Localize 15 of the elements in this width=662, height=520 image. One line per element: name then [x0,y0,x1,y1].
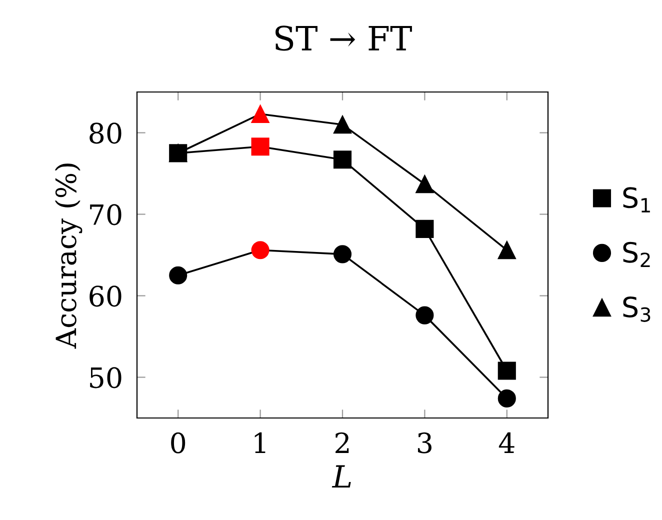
x-axis-title: L [332,465,351,488]
x-tick-label: 0 [171,432,186,454]
y-tick-label: 60 [90,286,122,307]
x-tick-label: 2 [336,432,349,453]
x-tick-label: 3 [418,432,432,454]
legend-label: S$_{2}$ [623,242,650,268]
legend-label: S$_{3}$ [623,296,650,322]
y-tick-label: 70 [90,204,122,226]
chart-title: ST → FT [276,26,412,51]
x-tick-label: 1 [254,432,266,453]
y-tick-label: 50 [90,367,122,388]
y-tick-label: 80 [90,122,122,144]
legend-label: S$_{1}$ [623,187,650,212]
x-tick-label: 4 [498,432,514,453]
y-axis-title: Accuracy (%) [54,164,82,349]
